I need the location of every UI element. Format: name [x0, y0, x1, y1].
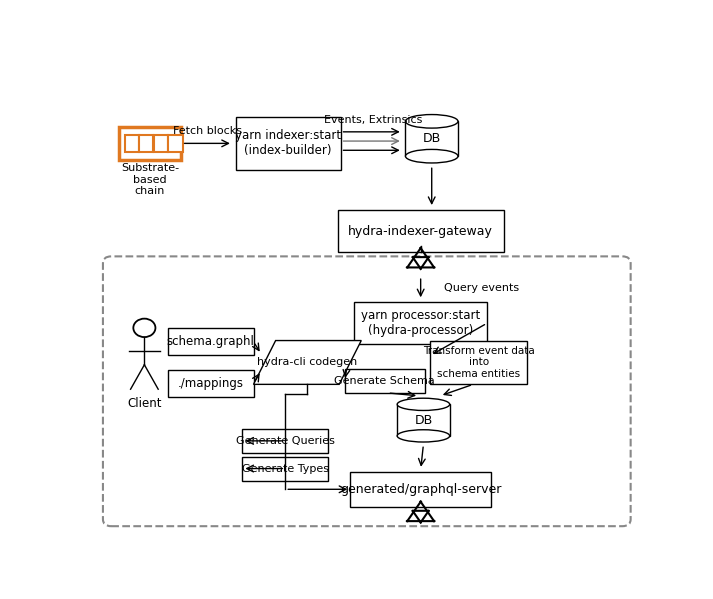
Text: Events, Extrinsics: Events, Extrinsics [324, 116, 422, 125]
Text: DB: DB [414, 413, 433, 426]
Text: Generate Schema: Generate Schema [334, 376, 435, 386]
FancyBboxPatch shape [168, 370, 254, 397]
Text: Generate Types: Generate Types [242, 464, 329, 474]
Text: yarn processor:start
(hydra-processor): yarn processor:start (hydra-processor) [361, 309, 481, 337]
FancyBboxPatch shape [338, 210, 503, 252]
Text: Fetch blocks: Fetch blocks [173, 126, 242, 137]
FancyBboxPatch shape [139, 135, 153, 152]
FancyBboxPatch shape [344, 369, 425, 393]
Circle shape [406, 520, 409, 522]
Circle shape [419, 247, 422, 249]
Text: DB: DB [423, 132, 441, 146]
Circle shape [433, 266, 436, 269]
FancyBboxPatch shape [354, 302, 487, 344]
Text: schema.graphl: schema.graphl [167, 335, 255, 348]
FancyBboxPatch shape [118, 126, 181, 160]
FancyBboxPatch shape [242, 429, 328, 453]
FancyBboxPatch shape [168, 328, 254, 355]
Circle shape [406, 266, 409, 269]
Polygon shape [254, 341, 361, 385]
Ellipse shape [397, 429, 450, 442]
FancyBboxPatch shape [350, 472, 491, 507]
Circle shape [411, 256, 414, 258]
FancyBboxPatch shape [235, 117, 341, 170]
Ellipse shape [397, 398, 450, 410]
Text: Query events: Query events [444, 283, 520, 292]
Text: yarn indexer:start
(index-builder): yarn indexer:start (index-builder) [235, 129, 341, 158]
FancyBboxPatch shape [431, 341, 527, 385]
Circle shape [427, 256, 430, 258]
Text: Substrate-
based
chain: Substrate- based chain [120, 163, 179, 196]
Text: hydra-cli codegen: hydra-cli codegen [257, 358, 357, 367]
Circle shape [411, 510, 414, 512]
Circle shape [133, 319, 155, 337]
Text: generated/graphql-server: generated/graphql-server [340, 483, 501, 496]
FancyBboxPatch shape [242, 456, 328, 480]
FancyBboxPatch shape [103, 256, 631, 526]
Circle shape [419, 268, 422, 270]
Bar [397, 404, 450, 436]
Circle shape [433, 520, 436, 522]
Text: ./mappings: ./mappings [178, 377, 244, 390]
Circle shape [419, 500, 422, 503]
Circle shape [427, 510, 430, 512]
FancyBboxPatch shape [154, 135, 168, 152]
Ellipse shape [406, 149, 458, 163]
Bar [406, 122, 458, 156]
Text: hydra-indexer-gateway: hydra-indexer-gateway [348, 225, 493, 238]
Circle shape [419, 521, 422, 524]
Text: Generate Queries: Generate Queries [236, 436, 334, 446]
Ellipse shape [406, 114, 458, 128]
Text: Transform event data
into
schema entities: Transform event data into schema entitie… [423, 346, 535, 379]
FancyBboxPatch shape [125, 135, 139, 152]
Text: Client: Client [127, 397, 162, 410]
FancyBboxPatch shape [168, 135, 183, 152]
